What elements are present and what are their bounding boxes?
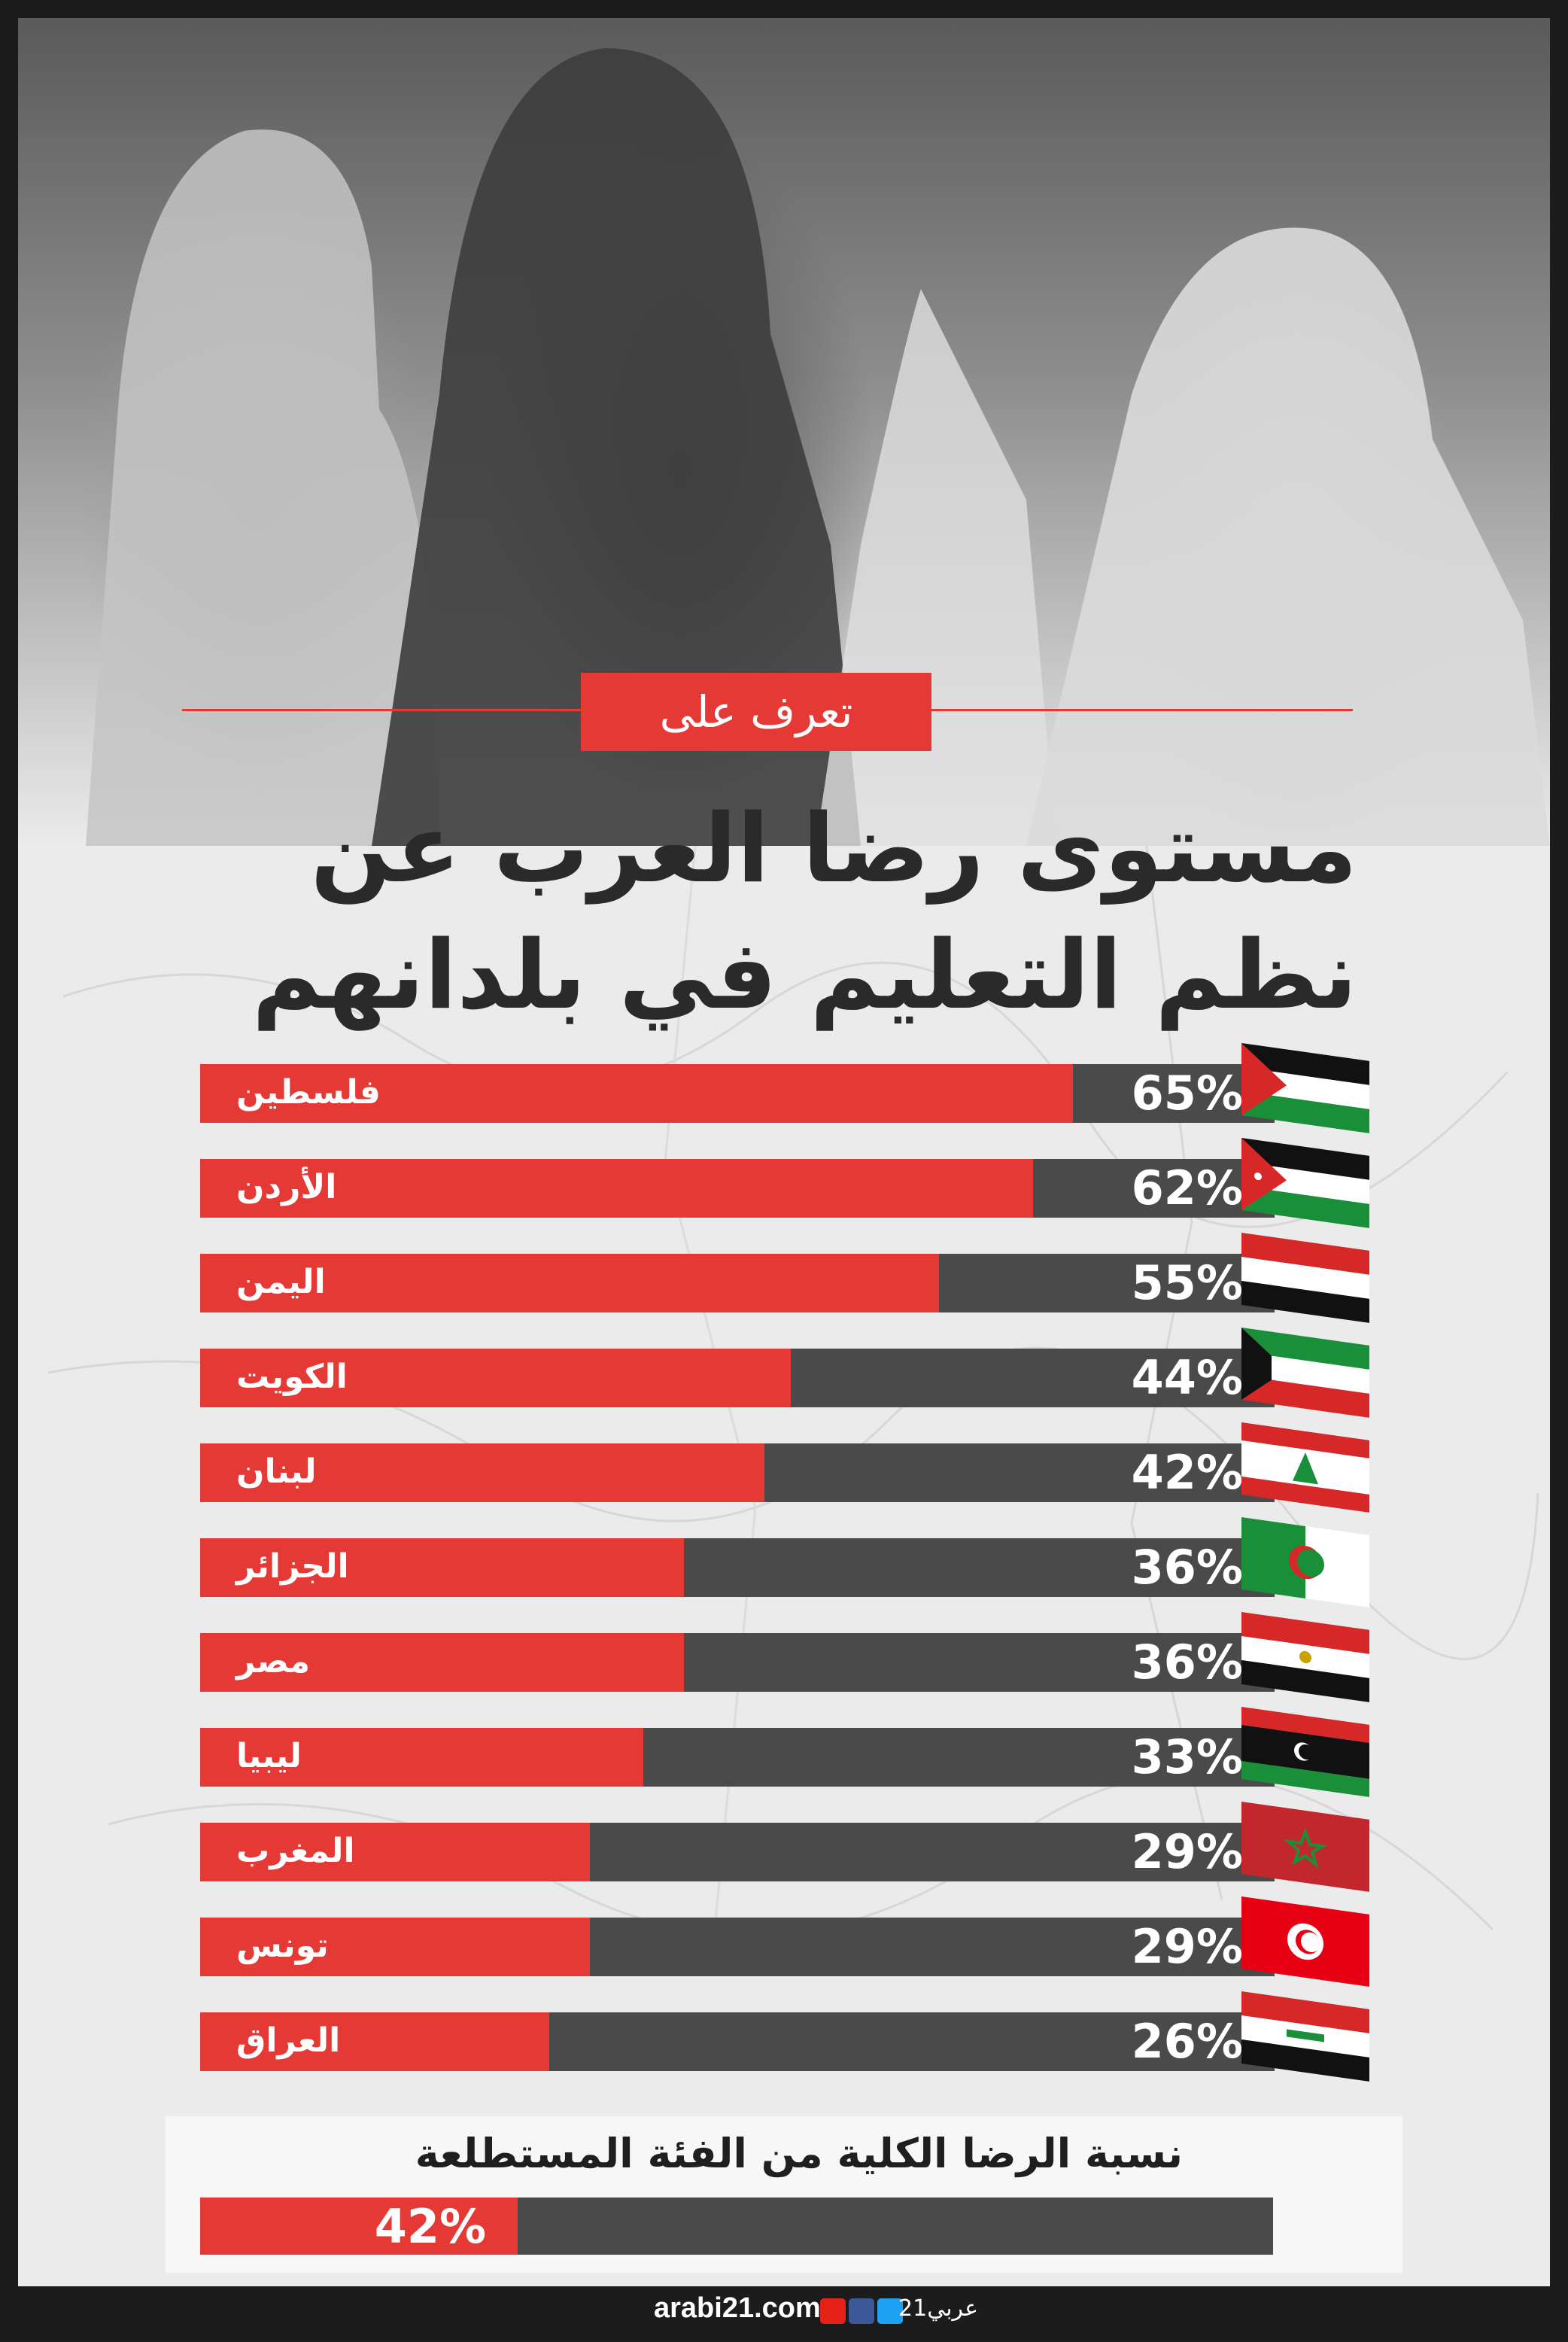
bar-fill [200, 1538, 684, 1597]
category-label: ليبيا [236, 1737, 302, 1775]
bar-fill [200, 1823, 590, 1881]
bar-fill [200, 1064, 1074, 1123]
category-label: الجزائر [236, 1547, 349, 1586]
category-label: الأردن [236, 1168, 337, 1206]
flag-kuwait-icon [1241, 1326, 1369, 1422]
bar-track: الجزائر 36% [200, 1538, 1275, 1597]
category-label: اليمن [236, 1263, 326, 1301]
summary-bar-track: 42% [200, 2198, 1273, 2255]
value-label: 36% [1131, 1540, 1243, 1595]
category-label: العراق [236, 2021, 341, 2060]
value-label: 26% [1131, 2014, 1243, 2069]
flag-iraq-icon [1241, 1990, 1369, 2086]
bar-fill [200, 1159, 1033, 1218]
value-label: 65% [1131, 1066, 1243, 1121]
value-label: 62% [1131, 1160, 1243, 1215]
bar-track: العراق 26% [200, 2012, 1275, 2071]
summary-value-label: 42% [374, 2199, 487, 2254]
bar-track: تونس 29% [200, 1918, 1275, 1976]
value-label: 36% [1131, 1635, 1243, 1690]
category-label: مصر [236, 1642, 310, 1680]
flag-tunisia-icon [1241, 1895, 1369, 1991]
title-line-1: مستوى رضا العرب عن [310, 793, 1357, 904]
bar-fill [200, 1918, 590, 1976]
bar-fill [200, 1443, 764, 1502]
category-label: تونس [236, 1927, 329, 1965]
value-label: 29% [1131, 1824, 1243, 1879]
flag-lebanon-icon [1241, 1421, 1369, 1517]
bar-track: المغرب 29% [200, 1823, 1275, 1881]
bar-track: ليبيا 33% [200, 1728, 1275, 1787]
bar-chart: فلسطين 65% الأردن 62% اليمن 55% الكويت 44% لبنان… [18, 18, 1550, 2125]
students-silhouette-image [86, 48, 1550, 846]
bar-fill [200, 1728, 644, 1787]
bar-track: الكويت 44% [200, 1349, 1275, 1407]
flag-libya-icon [1241, 1705, 1369, 1802]
bar-track: فلسطين 65% [200, 1064, 1275, 1123]
value-label: 55% [1131, 1255, 1243, 1310]
category-label: الكويت [236, 1358, 348, 1396]
page-title: مستوى رضا العرب عن نظم التعليم في بلدانه… [169, 786, 1357, 1039]
brand-logo: عربي21 [898, 2295, 978, 2322]
category-label: فلسطين [236, 1073, 381, 1112]
summary-bar-fill [200, 2198, 518, 2255]
value-label: 44% [1131, 1350, 1243, 1405]
flag-egypt-icon [1241, 1611, 1369, 1707]
bar-fill [200, 1349, 792, 1407]
site-url[interactable]: arabi21.com [654, 2292, 821, 2324]
bar-track: اليمن 55% [200, 1254, 1275, 1312]
value-label: 29% [1131, 1919, 1243, 1974]
tag-label: تعرف على [581, 673, 931, 751]
flag-morocco-icon [1241, 1800, 1369, 1896]
summary-label: نسبة الرضا الكلية من الفئة المستطلعة [415, 2130, 1183, 2177]
category-label: لبنان [236, 1452, 317, 1491]
title-line-2: نظم التعليم في بلدانهم [251, 920, 1357, 1030]
bar-fill [200, 2012, 550, 2071]
background-photo [18, 18, 1550, 846]
infographic: تعرف على مستوى رضا العرب عن نظم التعليم … [18, 18, 1550, 2286]
flag-yemen-icon [1241, 1231, 1369, 1328]
footer: arabi21.com عربي21 [18, 2286, 1550, 2342]
category-label: المغرب [236, 1832, 355, 1870]
bar-fill [200, 1254, 939, 1312]
facebook-icon[interactable] [849, 2298, 874, 2324]
bar-track: لبنان 42% [200, 1443, 1275, 1502]
bar-fill [200, 1633, 684, 1692]
bar-track: مصر 36% [200, 1633, 1275, 1692]
youtube-icon[interactable] [820, 2298, 846, 2324]
value-label: 33% [1131, 1729, 1243, 1784]
value-label: 42% [1131, 1445, 1243, 1500]
flag-palestine-icon [1241, 1042, 1369, 1138]
flag-algeria-icon [1241, 1516, 1369, 1612]
twitter-icon[interactable] [877, 2298, 903, 2324]
flag-jordan-icon [1241, 1136, 1369, 1233]
bar-track: الأردن 62% [200, 1159, 1275, 1218]
